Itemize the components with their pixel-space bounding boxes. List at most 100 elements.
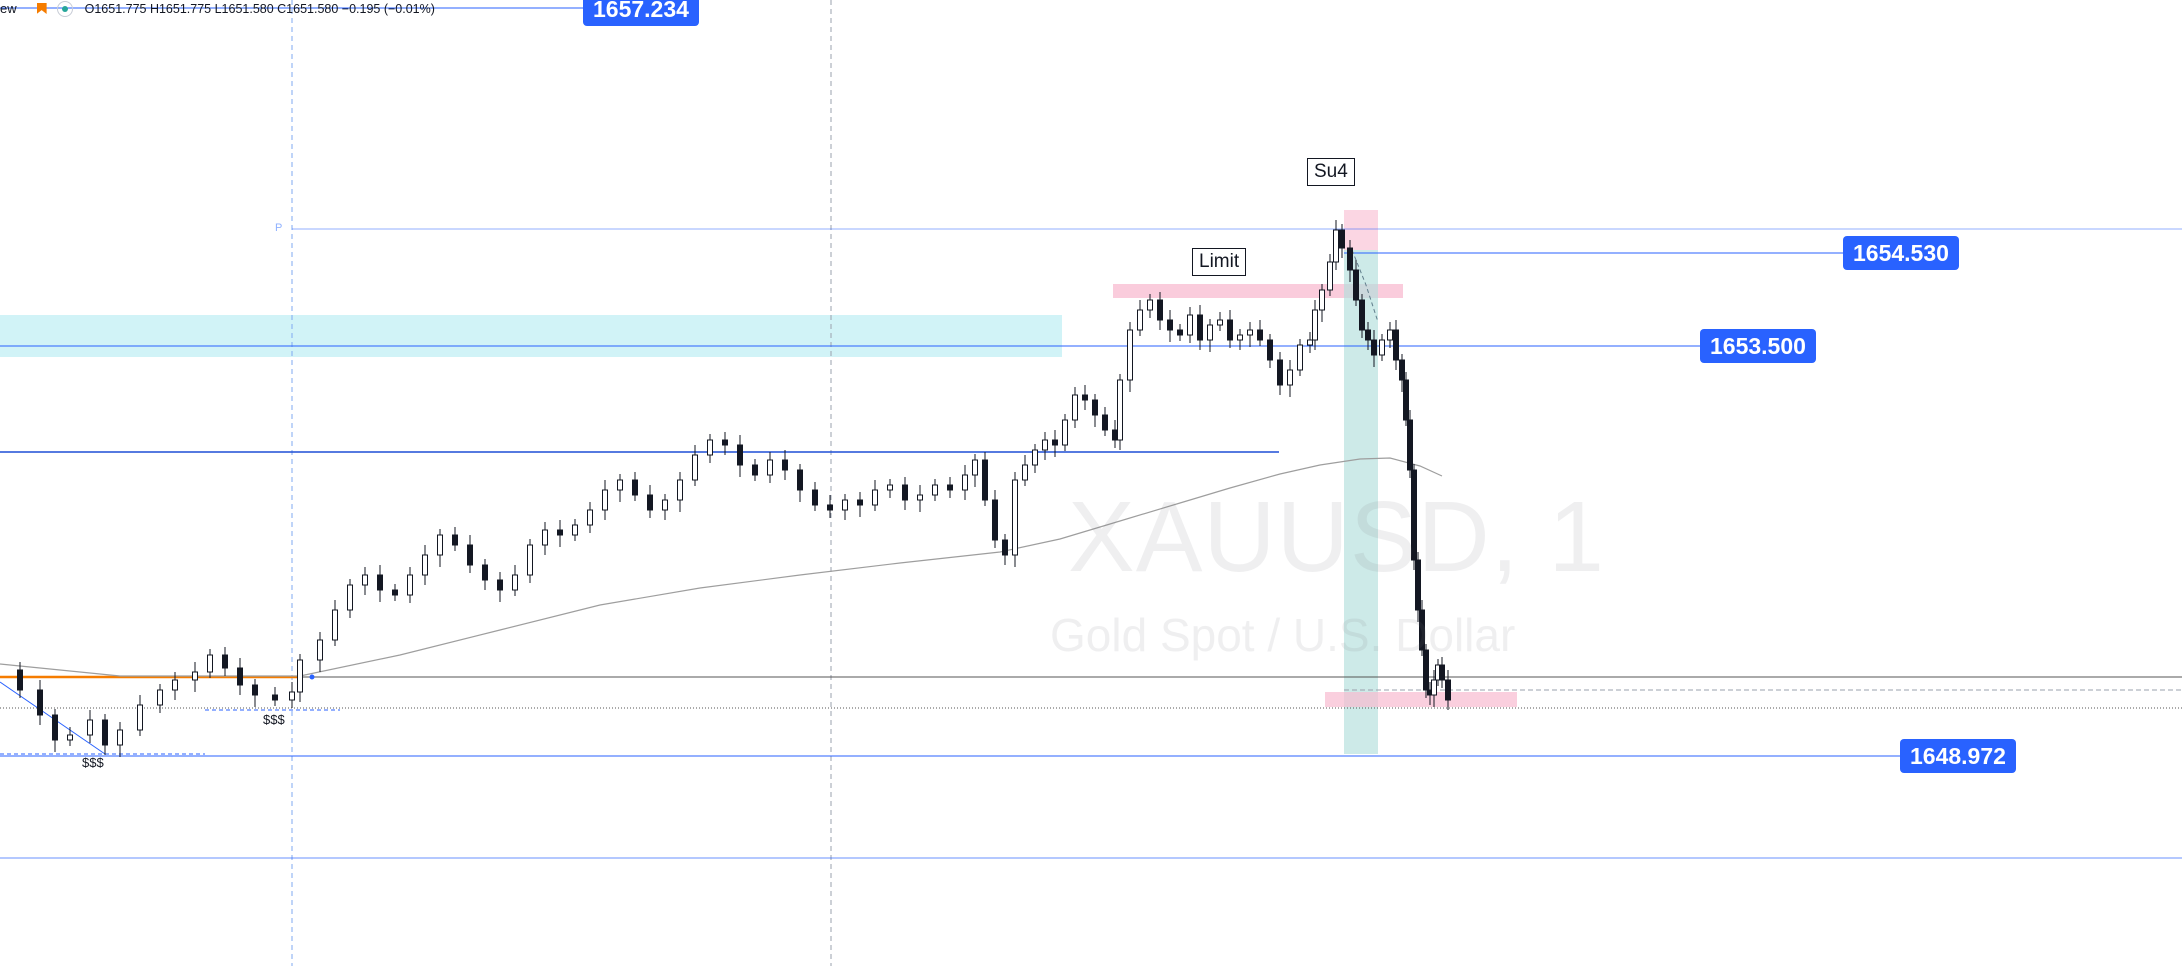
candle-body	[87, 719, 93, 736]
candle-body	[857, 499, 863, 506]
candle-body	[707, 439, 713, 456]
candle-body	[317, 639, 323, 661]
su4-label[interactable]: Su4	[1307, 158, 1355, 186]
price-tag-1653[interactable]: 1653.500	[1700, 329, 1816, 363]
price-tag-1654[interactable]: 1654.530	[1843, 236, 1959, 270]
candle-body	[1371, 339, 1377, 356]
candle-body	[347, 584, 353, 611]
candle-body	[512, 574, 518, 591]
sss-label-left: $$$	[82, 755, 104, 770]
candle-body	[1052, 439, 1058, 446]
candle-body	[1197, 314, 1203, 341]
candle-body	[422, 554, 428, 576]
candle-body	[1339, 229, 1345, 249]
candle-body	[1393, 329, 1399, 361]
candle-body	[1072, 394, 1078, 421]
candle-body	[52, 714, 58, 741]
candle-body	[192, 671, 198, 681]
candle-body	[1431, 679, 1437, 696]
candle-body	[812, 489, 818, 506]
candle-body	[842, 499, 848, 511]
flag-icon[interactable]	[36, 3, 47, 14]
candle-body	[1042, 439, 1048, 451]
symbol-fragment[interactable]: ew	[0, 1, 17, 16]
moving-average-line[interactable]	[0, 457, 1443, 677]
candle-body	[1227, 319, 1233, 341]
candle-body	[632, 479, 638, 496]
candle-body	[1147, 299, 1153, 311]
candle-body	[392, 589, 398, 596]
anchor-dot[interactable]	[309, 674, 315, 680]
candle-body	[1359, 299, 1365, 331]
trade-path-dashed[interactable]	[1351, 249, 1379, 323]
candle-body	[1237, 334, 1243, 341]
candlestick-series[interactable]	[17, 220, 1451, 757]
pink-zone-bottom[interactable]	[1325, 692, 1517, 707]
candle-body	[1257, 329, 1263, 341]
watermark-symbol: XAUUSD, 1	[1068, 481, 1605, 593]
candle-body	[587, 509, 593, 526]
market-status-icon[interactable]	[56, 0, 73, 17]
candle-body	[102, 719, 108, 746]
candle-body	[1353, 269, 1359, 301]
watermark-description: Gold Spot / U.S. Dollar	[1050, 609, 1516, 661]
candle-body	[272, 694, 278, 701]
candle-body	[827, 504, 833, 511]
candle-body	[172, 679, 178, 691]
candle-body	[1347, 247, 1353, 271]
candle-body	[137, 704, 143, 731]
candle-body	[797, 469, 803, 491]
candle-body	[17, 669, 23, 691]
candle-body	[1127, 329, 1133, 381]
candle-body	[1419, 609, 1425, 651]
candle-body	[452, 534, 458, 546]
candle-body	[1287, 369, 1293, 386]
sss-label-right: $$$	[263, 712, 285, 727]
candle-body	[252, 684, 258, 696]
price-tag-top[interactable]: 1657.234	[583, 0, 699, 26]
candle-body	[1267, 339, 1273, 361]
candle-body	[947, 484, 953, 491]
candle-body	[982, 459, 988, 501]
candle-body	[1445, 679, 1451, 701]
candle-body	[407, 574, 413, 596]
candle-body	[722, 439, 728, 446]
candle-body	[482, 564, 488, 581]
candle-body	[1403, 379, 1409, 421]
candle-body	[437, 534, 443, 556]
limit-label[interactable]: Limit	[1192, 248, 1247, 276]
teal-position-zone[interactable]	[1344, 250, 1378, 754]
candle-body	[767, 459, 773, 476]
price-tag-1648[interactable]: 1648.972	[1900, 739, 2016, 773]
candle-body	[1327, 261, 1333, 291]
candle-body	[207, 654, 213, 673]
supply-zone-cyan[interactable]	[0, 315, 1062, 357]
candle-body	[497, 579, 503, 591]
candle-body	[1092, 399, 1098, 416]
candle-body	[962, 474, 968, 491]
candle-body	[1333, 229, 1339, 263]
ohlc-values: O1651.775 H1651.775 L1651.580 C1651.580 …	[84, 1, 435, 16]
chart-legend: ew O1651.775 H1651.775 L1651.580 C1651.5…	[0, 0, 435, 17]
candle-body	[542, 529, 548, 546]
candle-body	[1407, 419, 1413, 471]
candle-body	[1247, 329, 1253, 336]
candle-body	[362, 574, 368, 586]
candle-body	[1167, 319, 1173, 331]
candle-body	[222, 654, 228, 669]
candle-body	[737, 444, 743, 466]
candle-body	[872, 489, 878, 506]
candle-body	[1411, 469, 1417, 561]
candle-body	[1423, 649, 1429, 691]
pink-zone-top[interactable]	[1344, 210, 1378, 250]
candle-body	[289, 691, 295, 701]
candle-body	[647, 494, 653, 511]
candle-body	[992, 499, 998, 541]
candle-body	[752, 464, 758, 476]
candle-body	[1307, 339, 1313, 346]
candle-body	[377, 574, 383, 591]
candle-body	[1277, 359, 1283, 386]
candle-body	[1319, 289, 1325, 311]
candle-body	[527, 544, 533, 576]
